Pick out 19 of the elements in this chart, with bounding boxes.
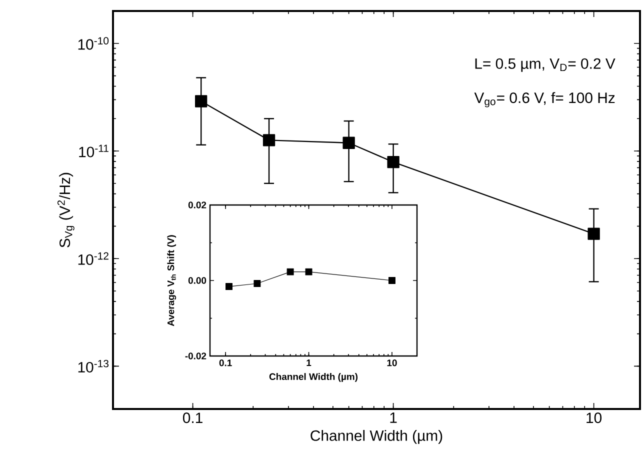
- x-tick-label: 0.1: [182, 412, 202, 424]
- y-axis-title: S$_{Vg}$ (V$^{2}$/Hz): [57, 172, 74, 248]
- x-tick-label: 10: [387, 360, 397, 366]
- x-tick-label: 1: [306, 360, 312, 366]
- x-tick-label: 0.1: [219, 360, 232, 366]
- x-tick-label: 1: [390, 412, 397, 423]
- y-tick-label: 0.00: [188, 277, 206, 284]
- y-tick-label: 0.02: [188, 202, 206, 208]
- x-axis-title: Channel Width (µm): [310, 430, 442, 444]
- y-tick-label: 10$^{-12}$: [78, 252, 108, 265]
- annotation: V$_{go}$= 0.6 V, f= 100 Hz: [474, 92, 615, 108]
- y-axis-title: Average V$_{th}$ Shift (V): [167, 235, 176, 326]
- y-tick-label: -0.02: [185, 352, 206, 360]
- y-tick-label: 10$^{-10}$: [78, 37, 109, 50]
- y-tick-label: 10$^{-11}$: [79, 144, 108, 158]
- y-tick-label: 10$^{-13}$: [78, 360, 109, 373]
- x-tick-label: 10: [586, 412, 602, 424]
- x-axis-title: Channel Width (µm): [269, 373, 358, 382]
- annotation: L= 0.5 µm, V$_{D}$= 0.2 V: [475, 58, 616, 72]
